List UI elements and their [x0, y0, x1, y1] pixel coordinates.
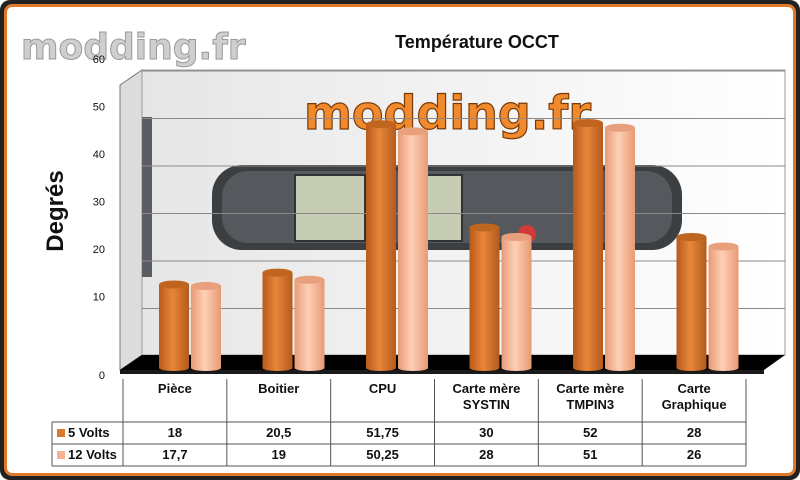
legend-swatch — [57, 451, 65, 459]
table-cell: 30 — [479, 425, 493, 440]
table-cell: 52 — [583, 425, 597, 440]
y-tick-label: 60 — [93, 54, 105, 66]
bars — [159, 119, 739, 371]
watermark-corner: modding.fr — [21, 27, 246, 68]
y-tick-label: 10 — [93, 292, 105, 304]
category-label: SYSTIN — [463, 397, 510, 412]
chart-svg: modding.fr Température OCCT Degrés moddi… — [21, 27, 786, 467]
watermark-center: modding.fr — [304, 86, 591, 140]
category-label: Carte — [677, 381, 710, 396]
table-cell: 28 — [479, 447, 493, 462]
category-label: Carte mère — [452, 381, 520, 396]
bar — [605, 123, 635, 371]
y-tick-label: 50 — [93, 102, 105, 114]
legend-swatch — [57, 429, 65, 437]
table-cell: 19 — [272, 447, 286, 462]
table-cell: 51 — [583, 447, 597, 462]
bar — [262, 268, 293, 371]
bar — [398, 127, 428, 371]
y-axis-label: Degrés — [42, 170, 69, 251]
bar — [159, 280, 189, 371]
bar — [294, 275, 325, 371]
side-wall — [119, 69, 143, 371]
y-tick-label: 0 — [99, 370, 105, 382]
chart-floor-edge — [120, 370, 764, 374]
bar — [573, 119, 603, 371]
bar — [676, 233, 707, 371]
table-cell: 20,5 — [266, 425, 291, 440]
bar — [708, 242, 739, 371]
table-cell: 50,25 — [366, 447, 399, 462]
series-name: 12 Volts — [68, 447, 117, 462]
table-cell: 28 — [687, 425, 701, 440]
table-cell: 17,7 — [162, 447, 187, 462]
y-tick-label: 30 — [93, 197, 105, 209]
y-axis-ticks: 0 10 20 30 40 50 60 — [93, 54, 105, 382]
y-tick-label: 20 — [93, 244, 105, 256]
y-tick-label: 40 — [93, 149, 105, 161]
chart-title: Température OCCT — [395, 32, 559, 52]
bar — [191, 281, 221, 371]
bar — [366, 120, 396, 371]
table-cell: 51,75 — [366, 425, 399, 440]
category-label: Graphique — [662, 397, 727, 412]
series-name: 5 Volts — [68, 425, 110, 440]
table-cell: 26 — [687, 447, 701, 462]
category-label: Carte mère — [556, 381, 624, 396]
category-label: TMPIN3 — [566, 397, 614, 412]
category-label: Pièce — [158, 381, 192, 396]
bar — [501, 233, 532, 371]
category-label: Boitier — [258, 381, 299, 396]
table-cell: 18 — [168, 425, 182, 440]
category-label: CPU — [369, 381, 396, 396]
bar — [469, 223, 500, 371]
chart-panel: modding.fr Température OCCT Degrés moddi… — [4, 4, 796, 476]
